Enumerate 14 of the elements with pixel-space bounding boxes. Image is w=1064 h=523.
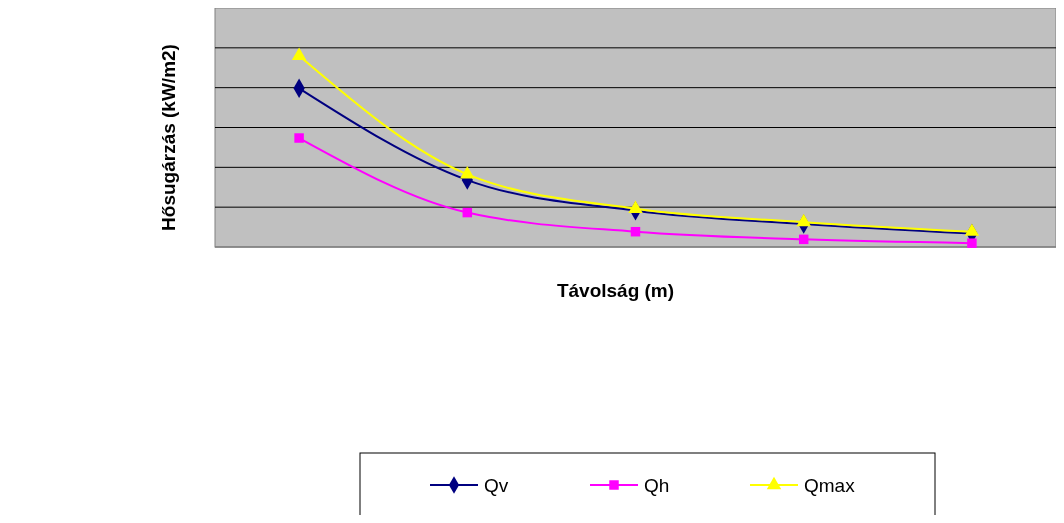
- point: [462, 207, 473, 218]
- legend-label: Qv: [484, 475, 509, 496]
- point: [628, 200, 643, 213]
- point: [967, 238, 977, 248]
- legend-label: Qh: [644, 475, 670, 496]
- point: [630, 226, 641, 237]
- point: [796, 213, 811, 227]
- point: [964, 223, 980, 236]
- y-axis-title: Hősugárzás (kW/m2): [158, 44, 179, 231]
- x-axis-title: Távolság (m): [556, 280, 675, 301]
- point: [294, 133, 304, 143]
- legend-label: Qmax: [804, 475, 856, 496]
- point: [798, 234, 809, 245]
- point: [460, 166, 475, 179]
